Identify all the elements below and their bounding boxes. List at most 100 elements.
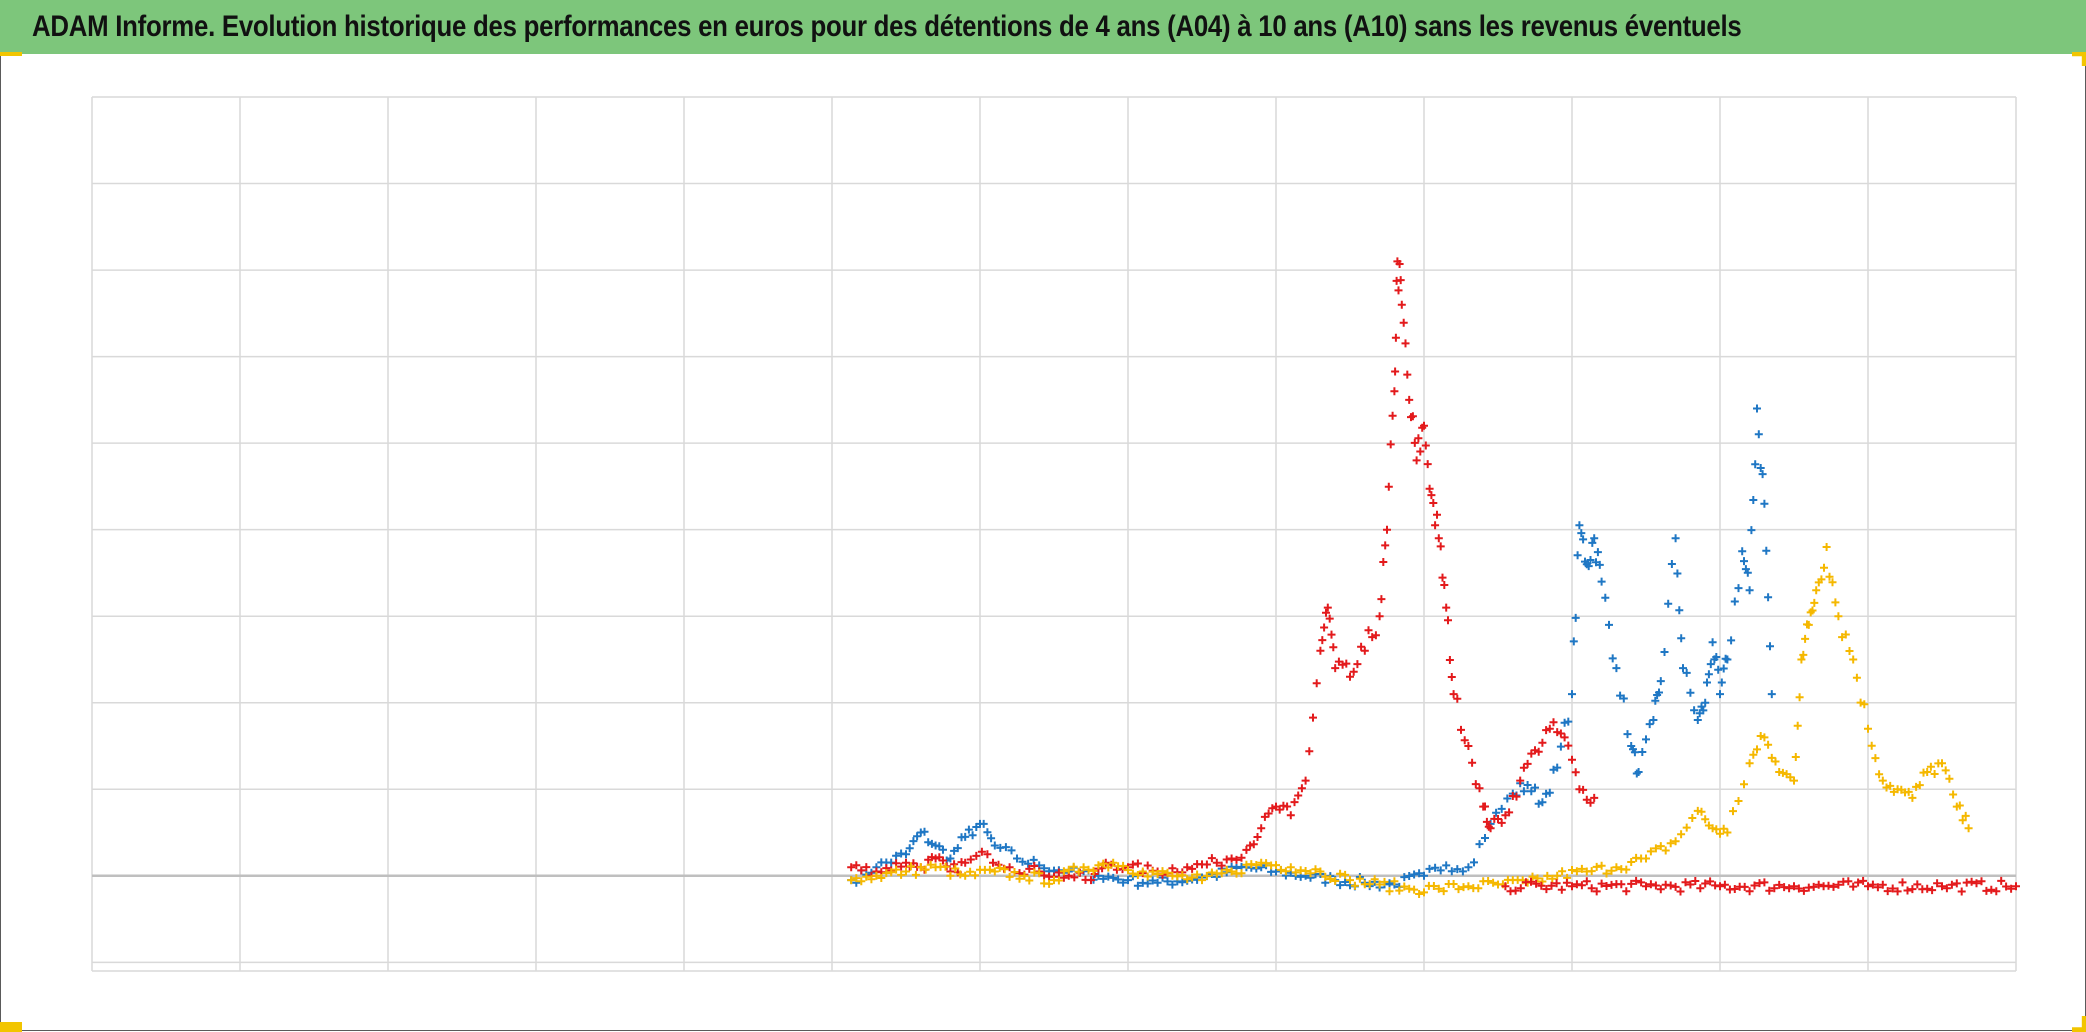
corner-handle-top-left[interactable] [0,52,22,56]
data-point-series-4 [1760,878,1769,887]
data-point-series-1 [1740,557,1748,566]
data-point-series-3 [1346,876,1354,885]
data-point-series-1 [1597,577,1606,586]
series-2 [847,257,1599,885]
data-point-series-4 [1957,887,1966,896]
data-point-series-1 [1623,730,1632,739]
data-point-series-3 [916,863,925,872]
data-point-series-2 [1486,824,1495,833]
data-point-series-3 [1010,868,1019,877]
data-point-series-1 [1655,688,1663,697]
data-point-series-1 [1577,529,1586,538]
data-point-series-3 [1804,620,1813,629]
data-point-series-2 [1257,824,1266,833]
data-point-series-3 [1420,888,1428,897]
data-point-series-3 [1227,867,1236,876]
data-point-series-1 [1749,496,1758,504]
data-point-series-3 [877,874,886,882]
data-point-series-1 [1519,787,1528,796]
data-point-series-2 [1516,776,1525,785]
data-point-series-3 [1661,846,1670,855]
data-point-series-1 [1296,872,1305,881]
data-point-series-2 [1421,441,1430,450]
data-point-series-3 [1597,861,1606,870]
data-point-series-2 [1449,690,1458,699]
data-point-series-4 [1651,881,1660,890]
data-point-series-4 [1824,881,1833,890]
data-point-series-4 [1898,878,1907,887]
data-point-series-3 [1015,874,1024,883]
data-point-series-4 [1883,887,1892,896]
corner-handle-bottom-left[interactable] [0,1022,22,1032]
data-point-series-3 [1064,865,1073,874]
data-point-series-1 [1699,706,1708,715]
data-point-series-2 [1468,758,1477,767]
data-point-series-3 [1961,811,1970,820]
data-point-series-3 [1845,647,1854,655]
data-point-series-4 [1686,880,1695,889]
data-point-series-1 [1690,706,1699,715]
data-point-series-2 [1212,858,1221,867]
data-point-series-3 [1198,876,1206,885]
data-point-series-3 [1089,866,1098,875]
data-point-series-2 [1523,759,1532,768]
data-point-series-3 [1793,721,1802,730]
data-point-series-1 [1656,677,1665,686]
data-point-series-3 [1627,858,1636,866]
data-point-series-4 [1696,884,1705,893]
data-point-series-2 [1297,784,1306,793]
data-point-series-3 [1385,887,1394,896]
data-point-series-2 [927,853,936,862]
data-point-series-2 [1433,510,1441,519]
data-point-series-1 [1415,869,1424,878]
data-point-series-4 [1785,884,1794,893]
data-point-series-3 [1795,693,1804,702]
data-point-series-2 [1283,802,1292,811]
data-point-series-2 [1375,612,1384,621]
data-point-series-3 [1791,753,1800,761]
data-point-series-2 [1571,768,1580,777]
data-point-series-1 [961,832,970,841]
data-point-series-3 [1326,875,1335,883]
data-point-series-2 [1549,718,1558,727]
data-point-series-2 [1309,713,1317,722]
data-point-series-2 [989,858,997,867]
data-point-series-3 [1753,745,1761,754]
data-point-series-2 [972,851,981,860]
data-point-series-3 [1864,724,1872,733]
data-point-series-1 [1754,430,1763,439]
data-point-series-3 [1094,861,1103,870]
data-point-series-1 [1738,547,1747,556]
data-point-series-3 [1651,844,1660,853]
data-point-series-2 [1128,860,1137,869]
data-point-series-1 [1675,606,1684,615]
data-point-series-3 [1375,880,1384,889]
data-point-series-3 [862,872,871,881]
data-point-series-4 [1577,881,1586,890]
data-point-series-2 [1183,863,1192,872]
data-point-series-1 [1545,788,1554,797]
data-point-series-1 [1109,873,1118,882]
data-point-series-3 [1875,770,1884,779]
data-point-series-2 [1246,841,1255,850]
data-point-series-1 [1148,876,1157,885]
data-point-series-3 [1439,887,1448,896]
data-point-series-3 [1822,543,1831,551]
data-point-series-3 [1069,862,1078,871]
data-point-series-3 [1104,863,1113,872]
data-point-series-1 [953,844,962,853]
data-point-series-4 [1972,879,1981,888]
data-point-series-1 [1492,808,1501,817]
data-point-series-3 [985,865,994,874]
data-point-series-2 [1070,873,1079,882]
data-point-series-1 [924,838,933,847]
data-point-series-3 [852,874,861,883]
data-point-series-3 [1400,882,1409,891]
data-point-series-2 [1429,499,1438,507]
data-point-series-2 [1325,614,1334,623]
data-point-series-1 [1719,664,1728,673]
data-point-series-2 [1323,603,1332,612]
data-point-series-2 [1438,573,1447,582]
data-point-series-1 [1667,560,1676,568]
data-point-series-2 [1331,664,1340,673]
